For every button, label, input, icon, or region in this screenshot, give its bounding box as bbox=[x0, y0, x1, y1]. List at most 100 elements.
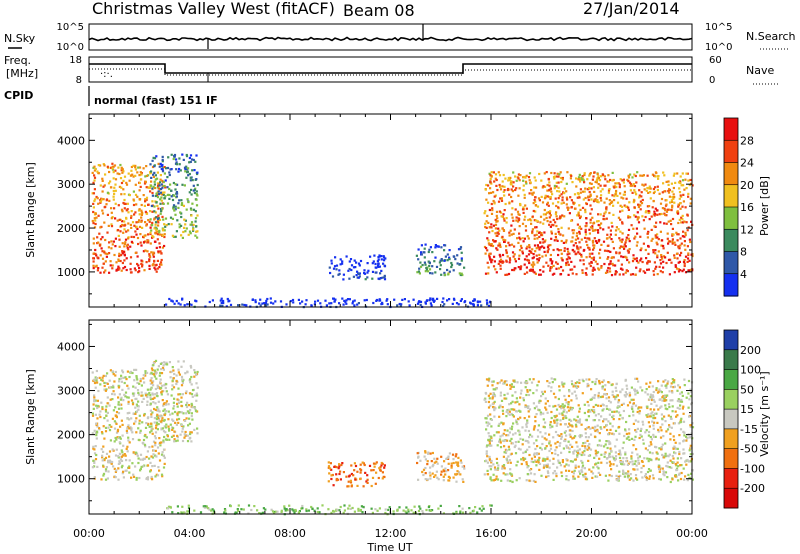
heatmap-cell bbox=[95, 430, 99, 433]
heatmap-cell bbox=[158, 218, 162, 221]
heatmap-cell bbox=[528, 408, 532, 411]
heatmap-cell bbox=[546, 463, 549, 466]
heatmap-cell bbox=[357, 302, 360, 305]
heatmap-cell bbox=[114, 370, 117, 374]
heatmap-cell bbox=[644, 248, 647, 252]
heatmap-cell bbox=[680, 391, 683, 394]
heatmap-cell bbox=[163, 408, 166, 411]
heatmap-cell bbox=[192, 208, 196, 211]
heatmap-cell bbox=[164, 438, 168, 441]
heatmap-cell bbox=[492, 388, 495, 391]
nave-tick-top: 60 bbox=[709, 55, 722, 66]
heatmap-cell bbox=[108, 199, 111, 202]
heatmap-cell bbox=[522, 176, 525, 179]
y-tick-label: 1000 bbox=[57, 266, 85, 279]
heatmap-cell bbox=[272, 302, 275, 305]
heatmap-cell bbox=[608, 413, 611, 416]
heatmap-cell bbox=[496, 234, 499, 237]
heatmap-cell bbox=[560, 257, 563, 260]
heatmap-cell bbox=[143, 204, 146, 207]
heatmap-cell bbox=[144, 374, 147, 377]
heatmap-cell bbox=[646, 268, 649, 271]
heatmap-cell bbox=[152, 453, 155, 456]
heatmap-cell bbox=[190, 188, 193, 191]
heatmap-cell bbox=[676, 389, 679, 392]
heatmap-cell bbox=[605, 440, 608, 443]
heatmap-cell bbox=[559, 423, 562, 426]
y-tick-label: 3000 bbox=[57, 178, 85, 191]
heatmap-cell bbox=[559, 249, 563, 252]
heatmap-cell bbox=[652, 435, 655, 438]
heatmap-cell bbox=[488, 256, 491, 259]
heatmap-cell bbox=[617, 216, 620, 219]
heatmap-cell bbox=[627, 228, 631, 231]
heatmap-cell bbox=[603, 418, 606, 421]
heatmap-cell bbox=[613, 459, 616, 462]
heatmap-cell bbox=[220, 297, 223, 300]
heatmap-cell bbox=[229, 303, 233, 306]
heatmap-cell bbox=[117, 386, 120, 389]
heatmap-cell bbox=[189, 378, 192, 381]
heatmap-cell bbox=[563, 394, 566, 398]
heatmap-cell bbox=[545, 211, 549, 214]
heatmap-cell bbox=[528, 436, 531, 439]
heatmap-cell bbox=[671, 200, 674, 203]
heatmap-cell bbox=[170, 153, 173, 156]
heatmap-cell bbox=[631, 463, 634, 466]
heatmap-cell bbox=[158, 410, 161, 413]
heatmap-cell bbox=[174, 410, 177, 414]
heatmap-cell bbox=[593, 190, 596, 193]
heatmap-cell bbox=[137, 166, 140, 169]
heatmap-cell bbox=[178, 373, 181, 376]
heatmap-cell bbox=[555, 408, 559, 411]
heatmap-cell bbox=[114, 421, 117, 424]
heatmap-cell bbox=[581, 466, 584, 469]
heatmap-cell bbox=[567, 206, 570, 209]
heatmap-cell bbox=[542, 213, 545, 216]
heatmap-cell bbox=[179, 303, 182, 306]
heatmap-cell bbox=[563, 249, 566, 252]
heatmap-cell bbox=[106, 382, 109, 385]
heatmap-cell bbox=[606, 457, 609, 460]
heatmap-cell bbox=[682, 193, 685, 196]
heatmap-cell bbox=[632, 257, 635, 260]
heatmap-cell bbox=[603, 452, 606, 455]
heatmap-cell bbox=[652, 424, 655, 427]
heatmap-cell bbox=[578, 230, 581, 233]
heatmap-cell bbox=[135, 417, 138, 420]
heatmap-cell bbox=[366, 474, 369, 477]
heatmap-cell bbox=[188, 172, 191, 176]
heatmap-cell bbox=[435, 245, 438, 248]
heatmap-cell bbox=[149, 470, 152, 473]
heatmap-cell bbox=[582, 263, 585, 266]
heatmap-cell bbox=[679, 175, 682, 178]
heatmap-cell bbox=[641, 174, 644, 177]
heatmap-cell bbox=[424, 478, 427, 481]
heatmap-cell bbox=[599, 404, 602, 407]
heatmap-cell bbox=[676, 457, 679, 460]
heatmap-cell bbox=[377, 265, 380, 268]
heatmap-cell bbox=[182, 360, 185, 363]
heatmap-cell bbox=[592, 175, 595, 178]
heatmap-cell bbox=[578, 232, 581, 235]
heatmap-cell bbox=[163, 244, 166, 248]
heatmap-cell bbox=[556, 434, 559, 437]
heatmap-cell bbox=[485, 378, 489, 381]
heatmap-cell bbox=[264, 302, 268, 305]
heatmap-cell bbox=[634, 393, 637, 396]
heatmap-cell bbox=[439, 259, 442, 262]
heatmap-cell bbox=[675, 267, 679, 270]
heatmap-cell bbox=[500, 379, 503, 382]
heatmap-cell bbox=[176, 405, 179, 408]
heatmap-cell bbox=[114, 169, 117, 172]
heatmap-cell bbox=[510, 402, 513, 405]
heatmap-cell bbox=[129, 268, 132, 271]
heatmap-cell bbox=[97, 202, 100, 205]
heatmap-cell bbox=[493, 415, 496, 418]
heatmap-cell bbox=[590, 470, 593, 473]
heatmap-cell bbox=[606, 249, 609, 252]
heatmap-cell bbox=[605, 407, 609, 410]
heatmap-cell bbox=[161, 416, 164, 419]
heatmap-cell bbox=[637, 456, 640, 459]
